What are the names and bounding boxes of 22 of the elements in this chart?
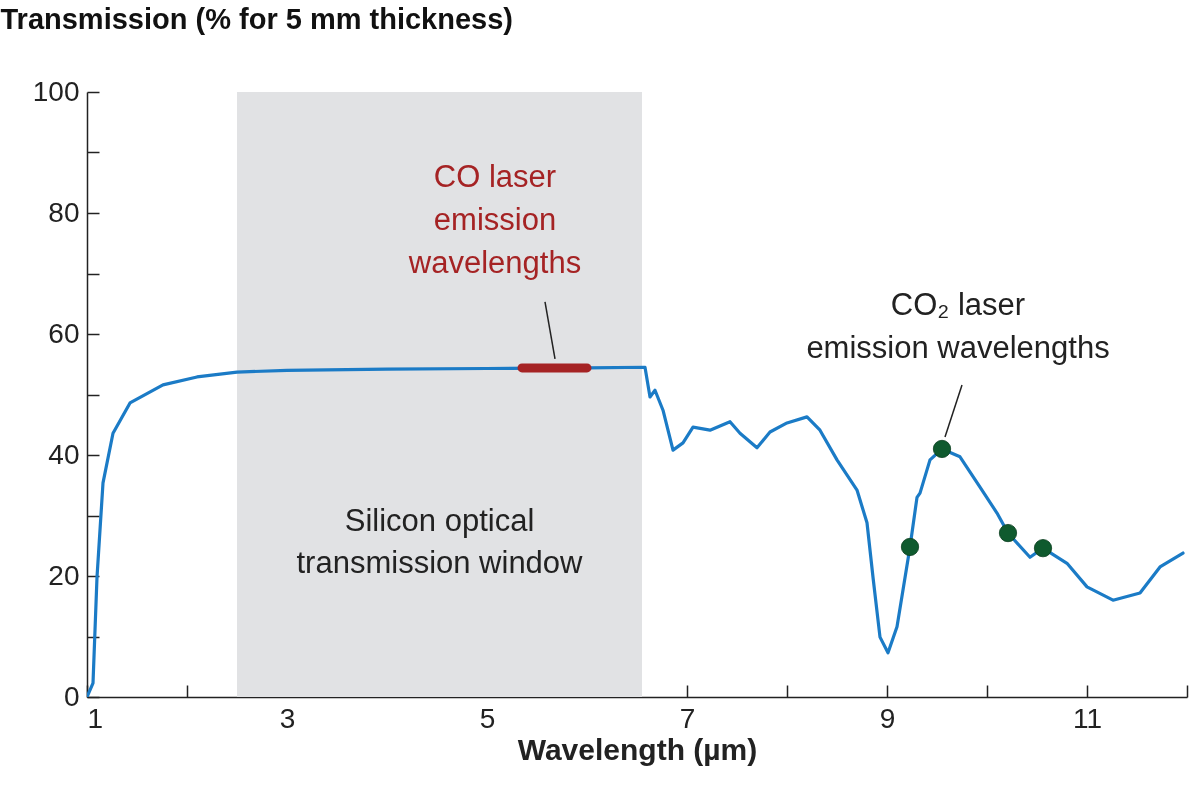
annotation: CO laser emission wavelengths	[407, 158, 582, 280]
band-label: Silicon optical transmission window	[296, 503, 584, 580]
x-tick-label: 11	[1072, 702, 1103, 734]
y-tick-label: 80	[48, 196, 80, 228]
x-tick-label: 5	[479, 702, 496, 734]
annotation: CO₂ laser emission wavelengths	[806, 286, 1110, 365]
point	[900, 537, 920, 556]
y-tick-label: 40	[48, 438, 80, 470]
x-axis-title: Wavelength (µm)	[517, 732, 758, 766]
x-tick-label: 7	[679, 702, 696, 734]
point	[932, 439, 952, 458]
y-axis-title: Transmission (% for 5 mm thickness)	[0, 2, 513, 35]
y-tick-label: 100	[32, 75, 80, 107]
line-series	[87, 365, 1185, 697]
y-tick-label: 20	[48, 559, 80, 591]
point	[998, 524, 1018, 543]
y-tick-label: 0	[63, 680, 80, 712]
point	[1033, 539, 1053, 558]
x-tick-label: 9	[879, 702, 896, 734]
x-tick-label: 1	[87, 702, 104, 734]
x-tick-label: 3	[279, 702, 296, 734]
y-tick-label: 60	[48, 317, 80, 349]
